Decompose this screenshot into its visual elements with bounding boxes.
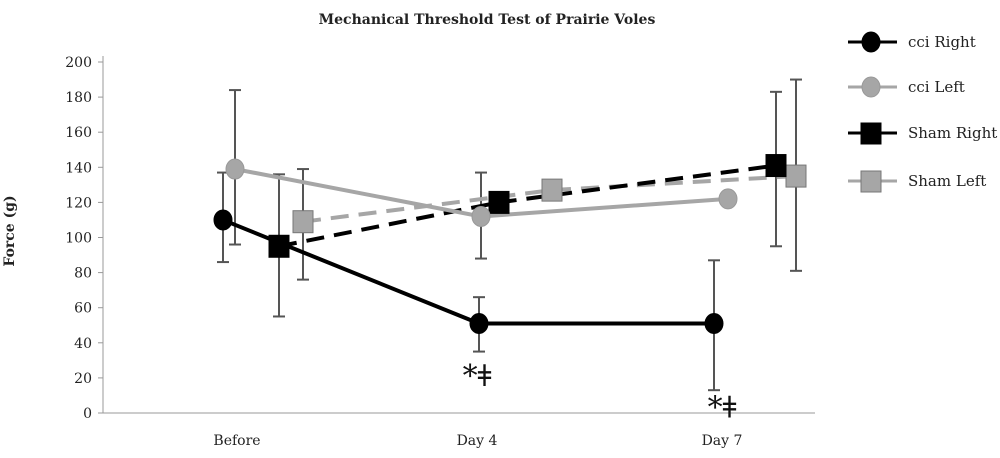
y-tick-label: 120 (65, 195, 92, 211)
data-point (785, 164, 807, 188)
chart-title: Mechanical Threshold Test of Prairie Vol… (319, 12, 656, 28)
significance-annotation: *ǂ (463, 359, 492, 394)
y-tick-label: 180 (65, 90, 92, 106)
significance-annotation: *ǂ (708, 390, 737, 425)
y-tick-label: 80 (74, 266, 92, 282)
error-bars (217, 78, 802, 392)
x-tick-label: Day 4 (457, 433, 498, 449)
legend-marker (861, 76, 881, 98)
y-tick-label: 0 (83, 406, 92, 422)
series-line (222, 218, 714, 326)
data-point (292, 210, 314, 234)
x-tick-label: Before (213, 433, 260, 449)
y-tick-label: 160 (65, 125, 92, 141)
data-point (471, 205, 491, 227)
annotations: *ǂ *ǂ (463, 359, 737, 426)
data-point (213, 209, 233, 231)
data-point (225, 158, 245, 180)
y-tick-label: 200 (65, 55, 92, 71)
y-axis-label: Force (g) (2, 195, 18, 266)
data-point (268, 234, 290, 258)
data-point (541, 178, 563, 202)
legend-marker (860, 122, 882, 145)
y-tick-label: 60 (74, 301, 92, 317)
y-tick-label: 20 (74, 371, 92, 387)
y-tick-label: 100 (65, 231, 92, 247)
legend-marker (860, 170, 882, 193)
y-tick-label: 140 (65, 160, 92, 176)
axes: 0 20 40 60 80 100 120 140 160 180 200 Before Day 4 Da… (65, 55, 815, 449)
data-point (718, 188, 738, 210)
data-point (469, 312, 489, 334)
legend-label: Sham Left (908, 172, 986, 190)
series-markers (213, 154, 807, 334)
x-tick-label: Day 7 (702, 433, 743, 449)
data-point (488, 190, 510, 214)
data-point (704, 312, 724, 334)
data-point (765, 154, 787, 178)
legend-label: cci Left (908, 78, 965, 96)
legend: cci Right cci Left Sham Right Sham Left (848, 31, 997, 193)
legend-label: cci Right (908, 33, 976, 51)
series-line (278, 163, 777, 249)
legend-label: Sham Right (908, 124, 997, 142)
legend-marker (861, 31, 881, 53)
y-tick-label: 40 (74, 336, 92, 352)
series-lines (222, 163, 797, 326)
